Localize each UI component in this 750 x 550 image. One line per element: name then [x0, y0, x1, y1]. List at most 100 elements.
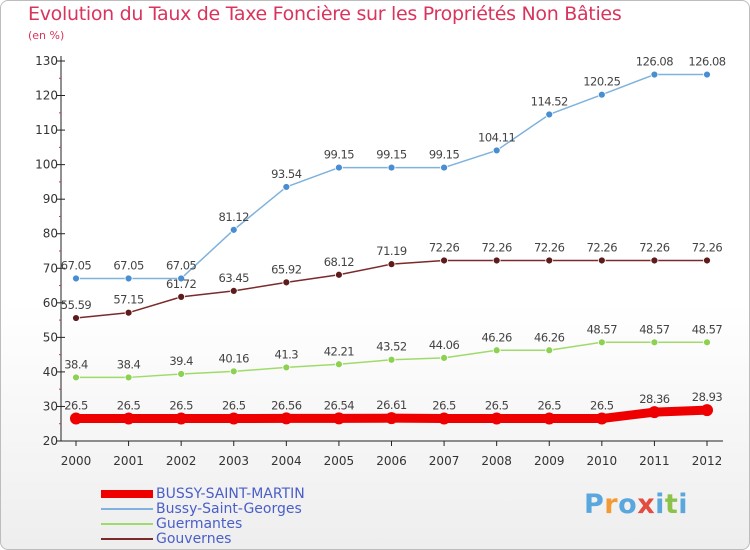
legend-swatch-bussy-saint-martin [101, 490, 153, 498]
data-point [703, 338, 711, 347]
data-point [175, 412, 188, 425]
data-label: 81.12 [219, 210, 250, 224]
x-tick-label: 2001 [113, 454, 144, 468]
data-label: 46.26 [481, 330, 512, 344]
data-label: 57.15 [113, 293, 144, 307]
logo-letter: P [584, 489, 605, 520]
data-label: 126.08 [688, 55, 725, 69]
data-label: 99.15 [324, 148, 355, 162]
logo-letter: o [618, 489, 638, 520]
data-point [122, 412, 135, 425]
data-label: 72.26 [429, 240, 460, 254]
y-tick-label: 40 [43, 365, 58, 379]
data-label: 72.26 [692, 240, 723, 254]
y-tick-label: 130 [35, 54, 58, 68]
data-point [650, 70, 659, 79]
data-point [595, 412, 608, 425]
data-label: 99.15 [429, 148, 460, 162]
y-tick-label: 120 [35, 89, 58, 103]
data-label: 26.5 [169, 399, 193, 413]
data-label: 67.05 [61, 258, 92, 272]
data-point [335, 163, 343, 172]
data-label: 26.61 [376, 398, 407, 412]
y-tick-label: 110 [35, 123, 58, 137]
data-point [332, 412, 345, 425]
legend-label-bussy-saint-martin: BUSSY-SAINT-MARTIN [156, 486, 305, 502]
data-label: 28.36 [639, 392, 670, 406]
data-label: 26.5 [64, 399, 88, 413]
data-label: 26.5 [222, 399, 246, 413]
x-tick-label: 2003 [218, 454, 249, 468]
data-point [440, 256, 448, 265]
data-point [385, 412, 398, 425]
proxiti-logo: Proxiti [584, 489, 688, 520]
data-point [545, 110, 554, 119]
legend-swatch-guermantes [101, 523, 153, 525]
data-label: 55.59 [61, 298, 92, 312]
data-label: 68.12 [324, 255, 355, 269]
data-label: 41.3 [275, 347, 299, 361]
y-tick-label: 70 [43, 261, 58, 275]
logo-letter: i [655, 489, 665, 520]
data-point [597, 256, 606, 265]
data-point [387, 260, 396, 269]
series-points [70, 70, 713, 425]
data-label: 120.25 [583, 75, 620, 89]
y-tick-label: 30 [43, 399, 58, 413]
axes: 20 30 40 50 60 70 80 90 100 110 120 130 2000 2001 2002… [35, 54, 723, 468]
data-label: 71.19 [376, 244, 407, 258]
data-point [280, 412, 293, 425]
x-tick-label: 2000 [61, 454, 92, 468]
x-tick-label: 2008 [481, 454, 512, 468]
data-point [229, 367, 238, 376]
data-labels: 67.05 67.05 67.05 81.12 93.54 99.15 99.15 99.15… [61, 55, 727, 413]
legend-label-bussy-saint-georges: Bussy-Saint-Georges [156, 501, 302, 517]
data-point [490, 412, 503, 425]
data-point [124, 373, 133, 382]
data-point [227, 412, 240, 425]
x-tick-label: 2004 [271, 454, 302, 468]
data-label: 40.16 [219, 351, 250, 365]
data-label: 72.26 [587, 240, 618, 254]
data-point [72, 373, 80, 382]
logo-letter: t [664, 489, 679, 520]
x-tick-label: 2002 [166, 454, 197, 468]
y-tick-label: 80 [43, 227, 58, 241]
data-label: 67.05 [113, 258, 144, 272]
x-tick-label: 2009 [534, 454, 565, 468]
logo-letter: i [678, 489, 689, 520]
data-point [492, 256, 501, 265]
data-label: 72.26 [639, 240, 670, 254]
data-label: 26.54 [324, 398, 355, 412]
x-tick-label: 2006 [376, 454, 407, 468]
data-point [229, 286, 238, 295]
data-point [440, 353, 448, 362]
data-label: 42.21 [324, 344, 355, 358]
legend-label-guermantes: Guermantes [156, 516, 243, 532]
data-label: 26.5 [537, 399, 561, 413]
x-tick-label: 2012 [692, 454, 723, 468]
data-label: 63.45 [219, 271, 250, 285]
legend-label-gouvernes: Gouvernes [156, 531, 232, 547]
y-tick-label: 20 [43, 434, 58, 448]
data-label: 26.5 [590, 399, 614, 413]
data-label: 48.57 [587, 322, 618, 336]
data-label: 28.93 [692, 390, 723, 404]
data-label: 93.54 [271, 167, 302, 181]
data-point [282, 363, 291, 372]
unit-label: (en %) [28, 29, 65, 42]
data-point [335, 360, 343, 369]
data-point [648, 406, 661, 419]
data-point [124, 274, 133, 283]
data-label: 114.52 [531, 94, 568, 108]
data-point [387, 355, 396, 364]
chart-title: Evolution du Taux de Taxe Foncière sur l… [28, 3, 622, 25]
data-label: 26.5 [117, 399, 141, 413]
data-point [177, 292, 186, 301]
x-tick-label: 2011 [639, 454, 670, 468]
data-point [703, 256, 711, 265]
data-label: 39.4 [169, 354, 193, 368]
data-label: 48.57 [692, 322, 723, 336]
data-point [650, 338, 659, 347]
logo-letter: r [604, 489, 619, 520]
